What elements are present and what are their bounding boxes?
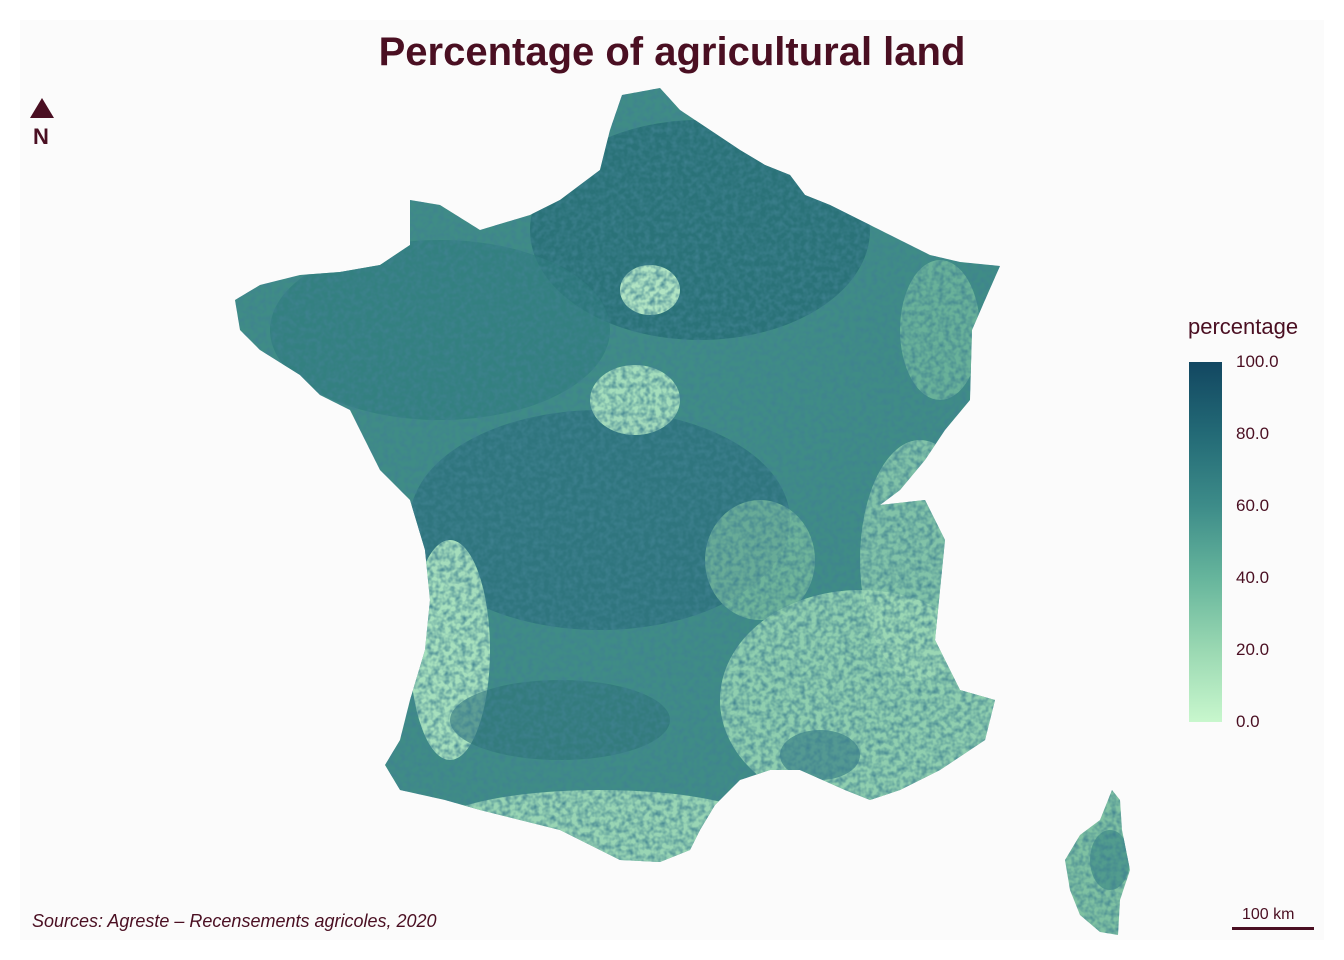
- scale-bar: [1232, 927, 1314, 930]
- legend-title: percentage: [1188, 314, 1299, 339]
- legend-tick: 0.0: [1236, 712, 1260, 731]
- legend-tick: 60.0: [1236, 496, 1270, 515]
- source-caption: Sources: Agreste – Recensements agricole…: [32, 911, 437, 931]
- legend-tick: 100.0: [1236, 352, 1279, 371]
- legend-tick: 40.0: [1236, 568, 1270, 587]
- map-title: Percentage of agricultural land: [378, 30, 966, 74]
- legend-color-bar: [1189, 362, 1222, 722]
- legend-tick: 20.0: [1236, 640, 1270, 659]
- north-label: N: [33, 124, 49, 149]
- legend-tick: 80.0: [1236, 424, 1270, 443]
- scale-bar-label: 100 km: [1242, 906, 1295, 923]
- north-arrow-icon: [30, 98, 54, 118]
